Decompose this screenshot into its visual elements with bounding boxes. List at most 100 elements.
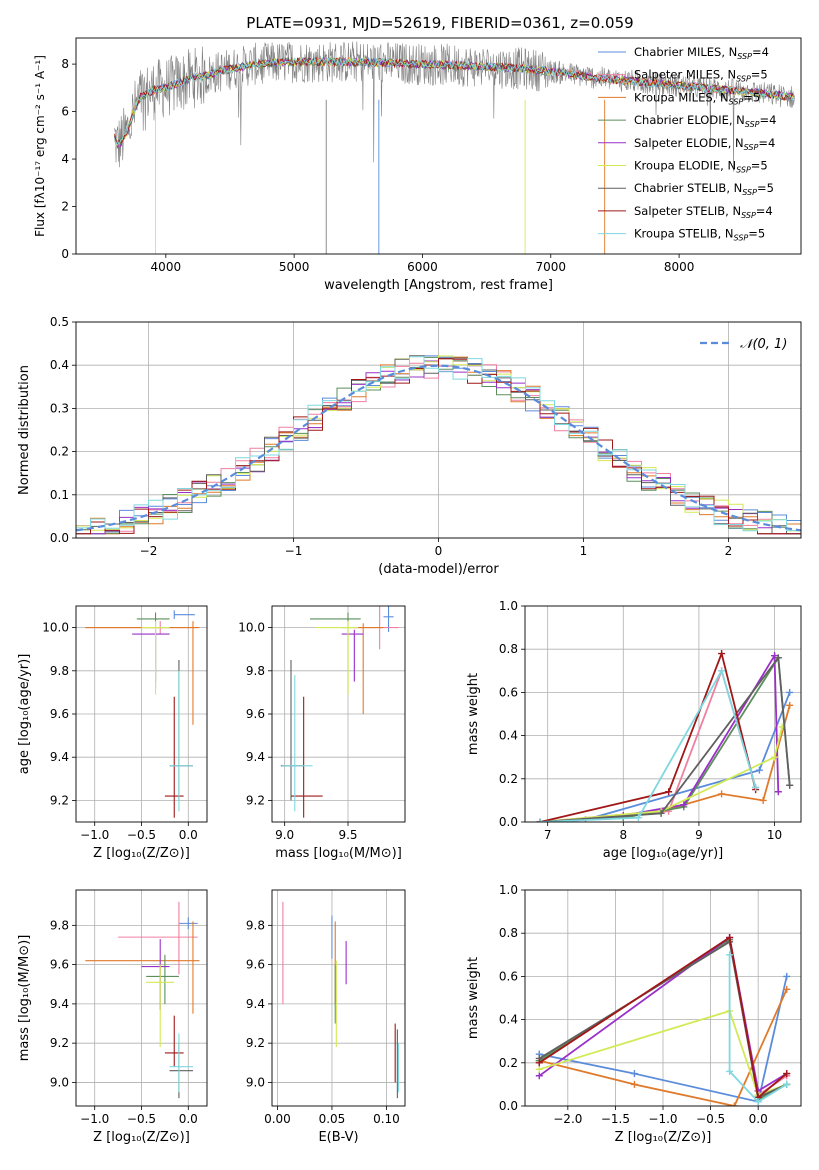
- x-tick-label: 0.10: [373, 1112, 400, 1126]
- y-tick-label: 0.2: [499, 1056, 518, 1070]
- normal-reference-curve: [76, 364, 801, 532]
- y-tick-label: 0.3: [50, 401, 69, 415]
- weight-marker: [536, 818, 544, 822]
- x-tick-label: 9: [695, 828, 703, 842]
- y-tick-label: 0.4: [499, 729, 518, 743]
- x-tick-label: −0.5: [127, 828, 156, 842]
- plot-area: [85, 610, 200, 818]
- weight-series: [540, 655, 791, 822]
- weight-marker: [771, 652, 779, 660]
- legend-text: =4: [756, 204, 773, 218]
- x-tick-label: −1.0: [80, 828, 109, 842]
- weight-marker: [786, 701, 794, 709]
- panel-weight_vs_Z: −2.0 −1.5 −1.0 −0.5 0.0 0.0 0.2 0.4 0.6 0.8 1.0 Z […: [466, 883, 802, 1145]
- plot-area: [282, 901, 400, 1099]
- legend-entry: Salpeter ELODIE, NSSP=4: [634, 136, 775, 152]
- legend-sub: SSP: [736, 75, 751, 84]
- x-tick-label: 2: [725, 544, 733, 558]
- weight-marker: [752, 783, 760, 791]
- legend-sub: SSP: [741, 211, 756, 220]
- y-tick-label: 0.2: [50, 445, 69, 459]
- weight-marker: [726, 934, 734, 942]
- weight-marker: [634, 814, 642, 822]
- weight-marker: [786, 781, 794, 789]
- x-axis-label: mass [log₁₀(M/M⊙)]: [275, 846, 402, 861]
- y-tick-label: 0.6: [499, 685, 518, 699]
- y-tick-label: 9.6: [246, 707, 265, 721]
- y-tick-label: 9.4: [246, 750, 265, 764]
- weight-series: [540, 705, 791, 822]
- x-axis-label: age [log₁₀(age/yr)]: [603, 846, 724, 861]
- x-axis-label: Z [log₁₀(Z/Z⊙)]: [93, 1130, 190, 1145]
- weight-series: [539, 650, 757, 822]
- y-tick-label: 10.0: [238, 621, 265, 635]
- weight-marker: [754, 1098, 762, 1106]
- legend-entry: Kroupa MILES, NSSP=5: [634, 90, 760, 106]
- legend-text: Chabrier MILES, N: [634, 45, 737, 59]
- y-tick-label: 9.6: [246, 958, 265, 972]
- y-tick-label: 9.8: [246, 664, 265, 678]
- y-tick-label: 4: [61, 152, 69, 166]
- legend-text: =4: [752, 45, 769, 59]
- panel-age_vs_mass: 9.0 9.5 9.2 9.4 9.6 9.8 10.0 mass [log₁₀(M/M⊙)]: [238, 605, 406, 861]
- y-axis-label: mass [log₁₀(M/M⊙)]: [17, 935, 32, 1062]
- y-tick-label: 9.4: [50, 750, 69, 764]
- legend-text: =5: [748, 227, 765, 241]
- legend-entry: Chabrier ELODIE, NSSP=4: [634, 113, 776, 129]
- x-tick-label: −1.5: [601, 1112, 630, 1126]
- y-tick-label: 9.2: [246, 1036, 265, 1050]
- y-tick-label: 9.8: [50, 918, 69, 932]
- weight-marker: [718, 790, 726, 798]
- plot-area: [280, 606, 399, 818]
- legend-text: Chabrier ELODIE, N: [634, 113, 745, 127]
- weight-marker: [657, 809, 665, 817]
- y-tick-label: 9.2: [50, 793, 69, 807]
- x-tick-label: 6000: [407, 260, 438, 274]
- weight-marker: [630, 1070, 638, 1078]
- x-tick-label: 0.0: [749, 1112, 768, 1126]
- figure-title: PLATE=0931, MJD=52619, FIBERID=0361, z=0…: [246, 14, 633, 32]
- legend-text: Salpeter MILES, N: [634, 68, 736, 82]
- legend-sub: SSP: [729, 97, 744, 106]
- weight-series: [540, 692, 791, 822]
- legend-entry: 𝒩(0, 1): [740, 337, 787, 352]
- y-tick-label: 9.4: [50, 997, 69, 1011]
- x-tick-label: 5000: [279, 260, 310, 274]
- weight-marker: [755, 766, 763, 774]
- y-tick-label: 0.8: [499, 926, 518, 940]
- x-tick-label: 0.00: [264, 1112, 291, 1126]
- x-tick-label: 0: [435, 544, 443, 558]
- legend-text: Kroupa STELIB, N: [634, 227, 734, 241]
- panel-mass_vs_Z: −1.0 −0.5 0.0 9.0 9.2 9.4 9.6 9.8 Z [log₁₀(Z/Z⊙)…: [17, 889, 208, 1145]
- weight-marker: [774, 788, 782, 796]
- x-tick-label: 0.05: [319, 1112, 346, 1126]
- legend-entry: Kroupa STELIB, NSSP=5: [634, 227, 765, 243]
- legend-text: Chabrier STELIB, N: [634, 181, 742, 195]
- x-axis-label: Z [log₁₀(Z/Z⊙)]: [615, 1130, 712, 1145]
- legend-entry: Chabrier STELIB, NSSP=5: [634, 181, 774, 197]
- y-tick-label: 8: [61, 57, 69, 71]
- legend-text: =5: [757, 181, 774, 195]
- plot-area: [535, 934, 791, 1106]
- y-tick-label: 9.6: [50, 958, 69, 972]
- y-tick-label: 2: [61, 200, 69, 214]
- y-tick-label: 0: [61, 247, 69, 261]
- x-tick-label: 8000: [664, 260, 695, 274]
- weight-marker: [774, 654, 782, 662]
- y-tick-label: 10.0: [42, 621, 69, 635]
- weight-marker: [726, 951, 734, 959]
- x-axis-label: wavelength [Angstrom, rest frame]: [324, 278, 553, 293]
- weight-marker: [535, 1059, 543, 1067]
- weight-marker: [759, 796, 767, 804]
- legend-text: Kroupa MILES, N: [634, 90, 729, 104]
- weight-marker: [535, 1065, 543, 1073]
- legend-text: Salpeter STELIB, N: [634, 204, 741, 218]
- panel-age_vs_Z: −1.0 −0.5 0.0 9.2 9.4 9.6 9.8 10.0 Z [log₁₀(Z/Z⊙…: [17, 605, 208, 861]
- x-tick-label: 9.5: [338, 828, 357, 842]
- legend-text: =5: [751, 159, 768, 173]
- axes-frame: [271, 889, 406, 1107]
- panel-weight_vs_age: 7 8 9 10 0.0 0.2 0.4 0.6 0.8 1.0 age [log₁₀(age/yr…: [466, 599, 802, 861]
- y-tick-label: 6: [61, 105, 69, 119]
- x-tick-label: 8: [619, 828, 627, 842]
- legend-entry: Salpeter STELIB, NSSP=4: [634, 204, 773, 220]
